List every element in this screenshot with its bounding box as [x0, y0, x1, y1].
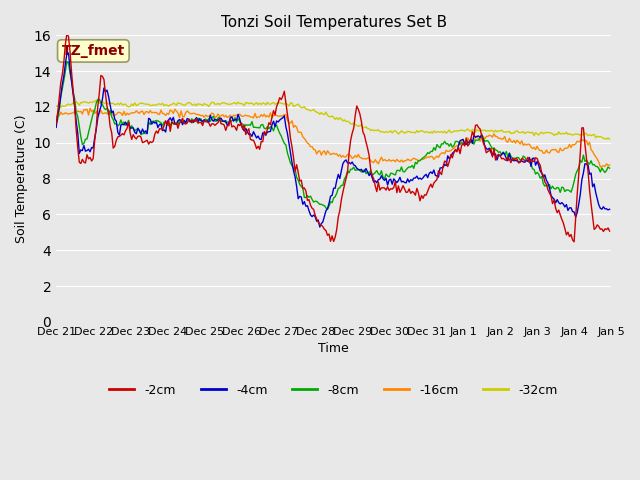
Y-axis label: Soil Temperature (C): Soil Temperature (C)	[15, 114, 28, 243]
X-axis label: Time: Time	[318, 342, 349, 355]
Legend: -2cm, -4cm, -8cm, -16cm, -32cm: -2cm, -4cm, -8cm, -16cm, -32cm	[104, 379, 563, 402]
Text: TZ_fmet: TZ_fmet	[61, 44, 125, 58]
Title: Tonzi Soil Temperatures Set B: Tonzi Soil Temperatures Set B	[221, 15, 447, 30]
